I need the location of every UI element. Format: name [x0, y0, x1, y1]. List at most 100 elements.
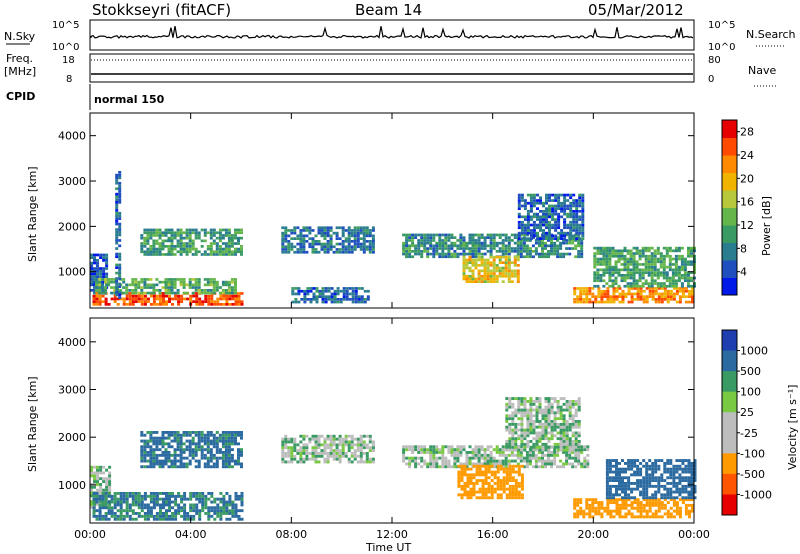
heatmap-cell [332, 434, 336, 438]
heatmap-cell [681, 496, 685, 500]
heatmap-cell [146, 445, 150, 449]
heatmap-cell [645, 515, 649, 519]
heatmap-cell [326, 242, 330, 246]
heatmap-cell [98, 503, 102, 507]
heatmap-cell [347, 440, 351, 444]
heatmap-cell [201, 497, 205, 501]
heatmap-cell [574, 233, 578, 237]
heatmap-cell [536, 199, 539, 202]
heatmap-cell [680, 260, 684, 264]
heatmap-cell [143, 300, 147, 303]
heatmap-cell [520, 408, 524, 412]
heatmap-cell [140, 439, 144, 443]
heatmap-cell [140, 433, 144, 437]
heatmap-cell [302, 245, 306, 249]
nsky-trace [90, 25, 694, 39]
heatmap-cell [534, 247, 538, 250]
heatmap-cell [498, 266, 502, 270]
heatmap-cell [483, 266, 487, 270]
heatmap-cell [529, 425, 533, 429]
heatmap-cell [152, 514, 156, 518]
heatmap-cell [152, 506, 156, 510]
heatmap-cell [210, 492, 214, 495]
heatmap-cell [680, 265, 684, 269]
heatmap-cell [362, 240, 366, 243]
heatmap-cell [520, 440, 524, 443]
heatmap-cell [96, 474, 99, 478]
heatmap-cell [477, 241, 481, 245]
heatmap-cell [565, 252, 569, 256]
heatmap-cell [573, 503, 577, 507]
heatmap-cell [608, 279, 612, 283]
heatmap-cell [207, 517, 211, 521]
heatmap-cell [212, 239, 216, 243]
heatmap-cell [516, 456, 520, 460]
heatmap-cell [212, 433, 216, 437]
heatmap-cell [171, 303, 174, 306]
heatmap-cell [173, 459, 177, 463]
heatmap-cell [608, 476, 612, 480]
heatmap-cell [465, 244, 469, 248]
heatmap-cell [457, 493, 461, 497]
heatmap-cell [234, 494, 238, 498]
heatmap-cell [559, 252, 563, 256]
heatmap-cell [344, 454, 348, 458]
heatmap-cell [240, 300, 244, 303]
heatmap-cell [550, 437, 554, 441]
heatmap-cell [468, 258, 472, 262]
heatmap-cell [333, 300, 337, 304]
heatmap-cell [194, 442, 198, 446]
heatmap-cell [507, 250, 511, 253]
heatmap-cell [608, 252, 612, 255]
heatmap-cell [218, 433, 222, 437]
heatmap-cell [125, 492, 129, 495]
heatmap-cell [365, 234, 369, 238]
heatmap-cell [209, 439, 213, 443]
heatmap-cell [230, 456, 234, 460]
heatmap-cell [179, 439, 183, 443]
heatmap-cell [159, 512, 162, 515]
heatmap-cell [568, 247, 572, 250]
heatmap-cell [234, 278, 237, 281]
heatmap-cell [224, 433, 228, 437]
heatmap-cell [620, 263, 624, 266]
heatmap-cell [438, 255, 442, 259]
heatmap-cell [591, 515, 595, 519]
heatmap-cell [155, 512, 159, 515]
heatmap-cell [131, 303, 135, 306]
heatmap-cell [158, 448, 162, 452]
heatmap-cell [281, 454, 285, 458]
heatmap-cell [463, 490, 467, 494]
heatmap-cell [312, 298, 316, 301]
heatmap-cell [547, 431, 551, 435]
heatmap-cell [305, 457, 309, 461]
heatmap-cell [222, 303, 226, 306]
heatmap-cell [669, 512, 673, 516]
heatmap-cell [371, 226, 375, 230]
heatmap-cell [559, 445, 563, 449]
heatmap-cell [230, 242, 234, 245]
heatmap-cell [520, 223, 524, 227]
heatmap-cell [311, 245, 315, 249]
heatmap-cell [529, 400, 533, 403]
heatmap-cell [688, 289, 691, 293]
heatmap-cell [520, 400, 524, 403]
heatmap-cell [520, 193, 524, 197]
heatmap-cell [477, 451, 481, 454]
heatmap-cell [453, 255, 457, 259]
heatmap-cell [514, 414, 518, 418]
heatmap-cell [447, 236, 451, 239]
nsky-panel: N.Sky 10^5 10^0 10^5 10^0 N.Search [4, 19, 796, 53]
heatmap-cell [565, 233, 569, 237]
heatmap-cell [198, 297, 202, 301]
heatmap-cell [550, 244, 553, 248]
heatmap-cell [308, 437, 312, 441]
heatmap-cell [653, 279, 657, 283]
heatmap-cell [684, 503, 688, 507]
heatmap-cell [621, 298, 625, 301]
heatmap-cell [536, 226, 539, 230]
heatmap-cell [234, 462, 237, 466]
heatmap-cell [179, 462, 183, 466]
heatmap-cell [489, 239, 493, 242]
heatmap-cell [602, 254, 606, 258]
